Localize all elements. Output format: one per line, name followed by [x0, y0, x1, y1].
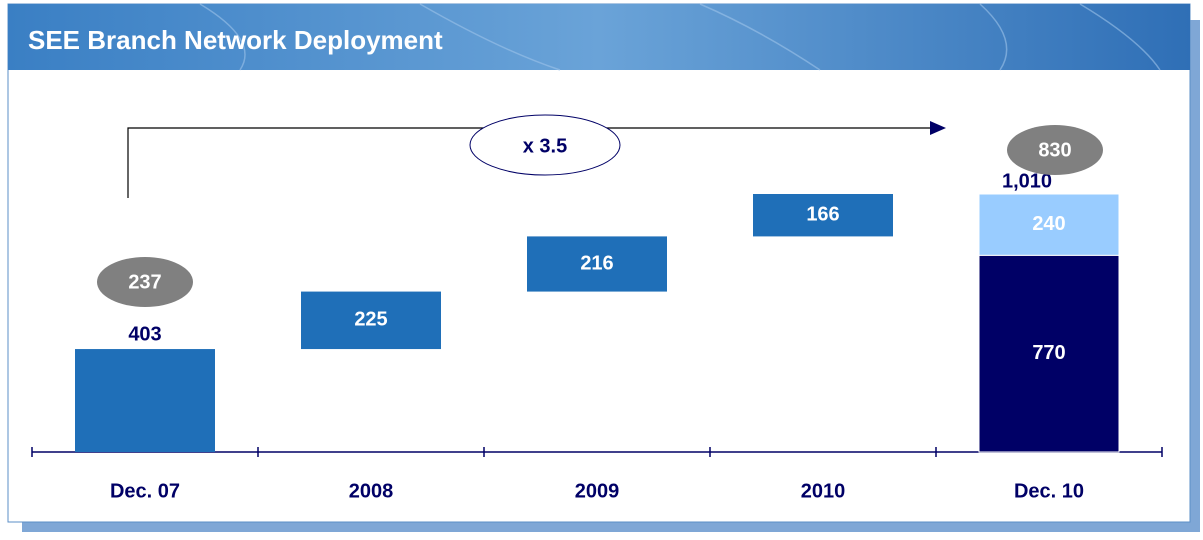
bar — [75, 349, 215, 452]
chart-title: SEE Branch Network Deployment — [28, 25, 443, 55]
arrow-head — [930, 121, 946, 135]
total-segment — [978, 193, 1120, 256]
x-tick-label: Dec. 10 — [1014, 480, 1084, 502]
annotation: x 3.5 — [523, 135, 567, 157]
x-tick-label: 2009 — [575, 480, 620, 502]
bar — [527, 236, 667, 292]
total-segment — [978, 254, 1120, 453]
badge-label: 830 — [1038, 139, 1071, 161]
total-label: 1,010 — [1002, 170, 1052, 192]
x-tick-label: 2010 — [801, 480, 846, 502]
value-label: 166 — [806, 203, 839, 225]
value-label: 403 — [128, 323, 161, 345]
bar — [301, 291, 441, 350]
bar — [753, 194, 893, 237]
badge-label: 237 — [128, 271, 161, 293]
value-label: 225 — [354, 309, 387, 331]
value-label: 216 — [580, 252, 613, 274]
badge — [1007, 125, 1103, 175]
growth-arrow — [127, 127, 935, 198]
x-tick-label: 2008 — [349, 480, 394, 502]
badge — [97, 257, 193, 307]
segment-label: 770 — [1032, 342, 1065, 364]
segment-label: 240 — [1032, 213, 1065, 235]
title-bar — [8, 4, 1190, 70]
annotation-ellipse — [469, 114, 621, 176]
title-decoration — [199, 3, 1161, 71]
x-tick-label: Dec. 07 — [110, 480, 180, 502]
